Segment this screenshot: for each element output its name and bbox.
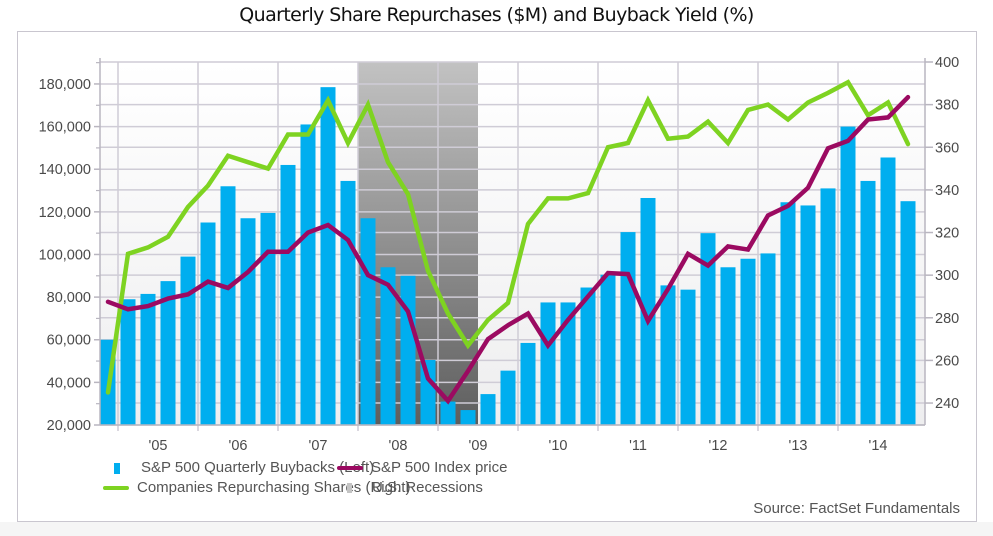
bar-buybacks bbox=[820, 188, 836, 425]
bar-buybacks bbox=[280, 164, 296, 426]
y-right-tick-label: 340 bbox=[935, 183, 959, 199]
legend-item-buybacks: S&P 500 Quarterly Buybacks (Left) bbox=[110, 458, 374, 478]
y-right-tick-label: 240 bbox=[935, 396, 959, 412]
bar-buybacks bbox=[760, 253, 776, 425]
x-tick-label: '14 bbox=[869, 438, 888, 454]
bar-buybacks bbox=[860, 180, 876, 425]
bar-buybacks bbox=[540, 302, 556, 425]
bar-buybacks bbox=[680, 289, 696, 425]
bar-buybacks bbox=[240, 218, 256, 425]
bar-buybacks bbox=[320, 87, 336, 425]
bar-buybacks bbox=[340, 180, 356, 425]
bar-buybacks bbox=[640, 197, 656, 425]
x-tick-label: '12 bbox=[709, 438, 728, 454]
bar-buybacks bbox=[780, 202, 796, 425]
legend-label: S&P 500 Quarterly Buybacks (Left) bbox=[141, 459, 375, 476]
x-tick-label: '11 bbox=[629, 438, 647, 454]
bar-buybacks bbox=[800, 205, 816, 425]
page-bottom-strip bbox=[0, 522, 993, 536]
bar-buybacks bbox=[840, 126, 856, 425]
y-right-tick-label: 260 bbox=[935, 353, 959, 369]
y-left-tick-label: 60,000 bbox=[47, 333, 91, 349]
recession-band bbox=[358, 62, 478, 425]
bar-buybacks bbox=[140, 293, 156, 425]
source-note: Source: FactSet Fundamentals bbox=[753, 500, 960, 517]
bar-buybacks bbox=[660, 285, 676, 425]
bar-buybacks bbox=[360, 218, 376, 425]
bar-buybacks bbox=[440, 401, 456, 425]
y-left-tick-label: 180,000 bbox=[39, 77, 91, 93]
y-left-tick-label: 120,000 bbox=[39, 205, 91, 221]
legend-label: Companies Repurchasing Shares (Right) bbox=[137, 479, 411, 496]
bar-buybacks bbox=[720, 267, 736, 425]
bar-buybacks bbox=[620, 232, 636, 425]
legend-item-companies: Companies Repurchasing Shares (Right) bbox=[103, 478, 410, 498]
x-tick-label: '06 bbox=[229, 438, 248, 454]
bar-buybacks bbox=[580, 287, 596, 425]
y-right-tick-label: 360 bbox=[935, 140, 959, 156]
bar-buybacks bbox=[700, 233, 716, 425]
x-tick-label: '08 bbox=[389, 438, 408, 454]
y-right-tick-label: 380 bbox=[935, 98, 959, 114]
bar-buybacks bbox=[120, 299, 136, 425]
chart-title: Quarterly Share Repurchases ($M) and Buy… bbox=[239, 4, 754, 26]
y-right-tick-label: 300 bbox=[935, 268, 959, 284]
x-tick-label: '13 bbox=[789, 438, 808, 454]
y-left-tick-label: 40,000 bbox=[47, 375, 91, 391]
y-left-tick-label: 80,000 bbox=[47, 290, 91, 306]
legend-item-index-price: S&P 500 Index price bbox=[337, 458, 507, 478]
bar-buybacks bbox=[480, 394, 496, 425]
bar-buybacks bbox=[180, 256, 196, 425]
bar-buybacks bbox=[900, 201, 916, 425]
x-tick-label: '07 bbox=[309, 438, 328, 454]
bar-buybacks bbox=[560, 302, 576, 425]
bar-buybacks bbox=[880, 157, 896, 425]
bar-buybacks bbox=[300, 124, 316, 425]
bar-buybacks bbox=[200, 222, 216, 425]
bar-buybacks bbox=[220, 186, 236, 425]
x-tick-label: '09 bbox=[469, 438, 488, 454]
bar-buybacks bbox=[380, 267, 396, 425]
bar-buybacks bbox=[600, 274, 616, 425]
legend-label: U.S. Recessions bbox=[372, 479, 483, 496]
legend-item-recessions: U.S. Recessions bbox=[337, 478, 483, 498]
y-left-tick-label: 100,000 bbox=[39, 247, 91, 263]
y-right-tick-label: 280 bbox=[935, 311, 959, 327]
bar-buybacks bbox=[460, 410, 476, 425]
y-right-tick-label: 320 bbox=[935, 226, 959, 242]
y-left-tick-label: 160,000 bbox=[39, 120, 91, 136]
bar-buybacks bbox=[500, 370, 516, 425]
legend-line-swatch-icon bbox=[103, 486, 129, 490]
bar-buybacks bbox=[420, 359, 436, 425]
y-right-tick-label: 400 bbox=[935, 55, 959, 71]
legend-band-swatch-icon bbox=[347, 483, 352, 493]
bar-buybacks bbox=[160, 281, 176, 425]
legend-bar-swatch-icon bbox=[114, 462, 120, 474]
legend-label: S&P 500 Index price bbox=[371, 459, 508, 476]
x-tick-label: '05 bbox=[149, 438, 168, 454]
bar-buybacks bbox=[520, 342, 536, 425]
bar-buybacks bbox=[740, 258, 756, 425]
y-left-tick-label: 140,000 bbox=[39, 162, 91, 178]
x-tick-label: '10 bbox=[549, 438, 568, 454]
bar-buybacks bbox=[400, 275, 416, 425]
bar-buybacks bbox=[260, 212, 276, 425]
legend-line-swatch-icon bbox=[337, 466, 363, 470]
y-left-tick-label: 20,000 bbox=[47, 418, 91, 434]
